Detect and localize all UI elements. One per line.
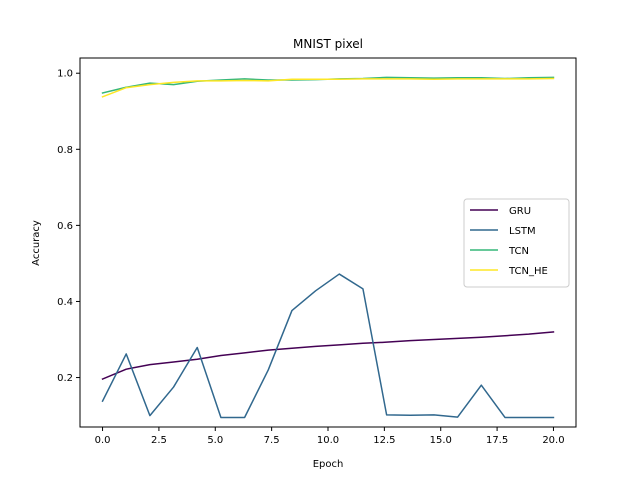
x-axis-ticks: 0.0 2.5 5.0 7.5 10.0 12.5 15.0 17.5 20.0 — [95, 427, 565, 446]
y-axis-ticks: 0.2 0.4 0.6 0.8 1.0 — [57, 69, 80, 384]
series-line-tcn-he — [101, 77, 555, 98]
legend: GRU LSTM TCN TCN_HE — [463, 198, 570, 288]
y-tick-label: 0.8 — [57, 145, 73, 156]
x-tick-label: 10.0 — [317, 435, 339, 446]
x-tick-label: 7.5 — [264, 435, 280, 446]
y-tick-label: 1.0 — [57, 69, 73, 80]
y-tick-label: 0.2 — [57, 373, 73, 384]
x-tick-label: 2.5 — [151, 435, 167, 446]
chart-title: MNIST pixel — [293, 37, 363, 51]
y-tick-label: 0.6 — [57, 221, 73, 232]
series-layer — [101, 76, 555, 419]
legend-label: LSTM — [509, 226, 536, 237]
legend-label: GRU — [509, 206, 531, 217]
x-tick-label: 5.0 — [207, 435, 223, 446]
series-line-lstm — [101, 273, 555, 419]
x-tick-label: 20.0 — [542, 435, 564, 446]
x-tick-label: 15.0 — [430, 435, 452, 446]
legend-box — [463, 198, 570, 288]
x-tick-label: 0.0 — [95, 435, 111, 446]
legend-label: TCN — [508, 246, 529, 257]
series-line-gru — [101, 331, 555, 381]
y-tick-label: 0.4 — [57, 297, 73, 308]
x-tick-label: 17.5 — [486, 435, 508, 446]
x-axis-title: Epoch — [313, 459, 344, 470]
y-axis-title: Accuracy — [31, 220, 42, 266]
legend-label: TCN_HE — [508, 266, 548, 277]
x-tick-label: 12.5 — [373, 435, 395, 446]
